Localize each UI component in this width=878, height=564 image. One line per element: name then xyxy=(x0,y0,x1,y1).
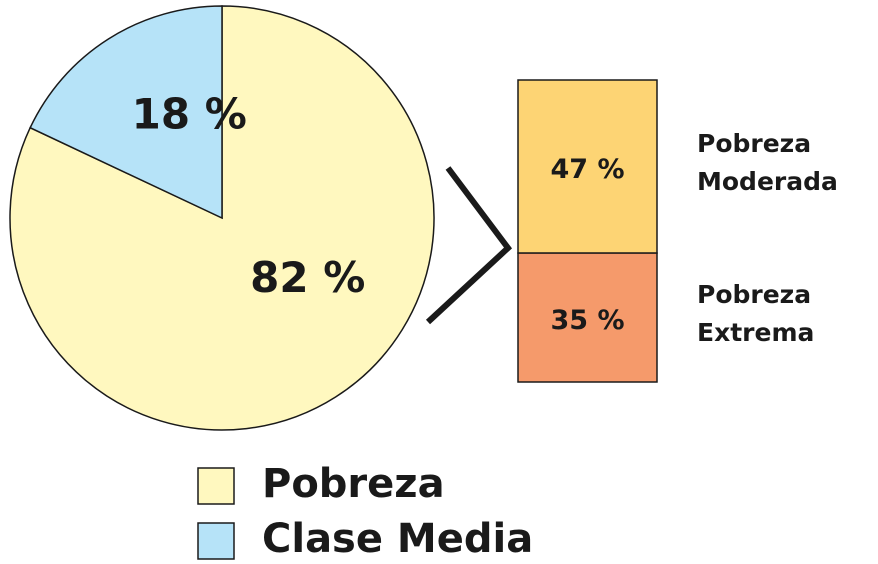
bar-label: 35 % xyxy=(550,305,624,336)
slice-label: 18 % xyxy=(132,90,247,139)
slice-label: 82 % xyxy=(250,253,365,302)
bracket xyxy=(425,166,513,325)
bar-segment xyxy=(517,252,658,383)
pie-slice xyxy=(9,5,435,431)
bar-label: 47 % xyxy=(550,154,624,185)
legend-label: Clase Media xyxy=(262,516,533,562)
legend-swatch xyxy=(197,467,235,505)
bar-category-label: Pobreza Moderada xyxy=(697,128,838,196)
pie-slice xyxy=(29,5,223,220)
bar-category-label: Pobreza Extrema xyxy=(697,279,815,347)
legend-swatch xyxy=(197,522,235,560)
legend-label: Pobreza xyxy=(262,461,445,507)
